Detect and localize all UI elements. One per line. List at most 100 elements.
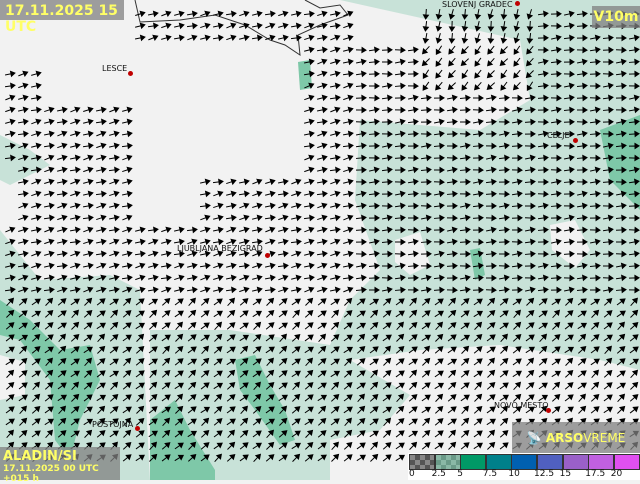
wind-arrow — [83, 322, 93, 330]
wind-arrow — [603, 406, 613, 414]
wind-arrow — [252, 370, 262, 378]
wind-arrow — [316, 46, 328, 54]
wind-arrow — [368, 154, 380, 162]
wind-arrow — [394, 274, 406, 282]
wind-arrow — [369, 82, 380, 90]
wind-arrow — [474, 33, 482, 44]
wind-arrow — [472, 238, 484, 246]
wind-arrow — [226, 34, 237, 42]
wind-arrow — [122, 286, 133, 293]
wind-arrow — [382, 310, 392, 318]
wind-arrow — [343, 322, 353, 330]
wind-arrow — [537, 238, 549, 246]
wind-arrow — [525, 154, 536, 162]
wind-arrow — [304, 34, 315, 42]
wind-arrow — [213, 298, 223, 306]
wind-arrow — [420, 250, 432, 258]
wind-arrow — [344, 357, 353, 366]
wind-arrow — [134, 250, 146, 258]
wind-arrow — [537, 34, 549, 42]
wind-arrow — [591, 321, 600, 330]
wind-arrow — [576, 10, 588, 18]
wind-arrow — [57, 130, 68, 137]
wind-arrow — [356, 262, 367, 270]
wind-arrow — [58, 345, 67, 354]
legend-swatch — [588, 454, 615, 470]
wind-arrow — [537, 142, 549, 150]
wind-arrow — [472, 166, 484, 174]
wind-arrow — [498, 106, 510, 114]
wind-arrow — [213, 418, 223, 426]
wind-arrow — [45, 297, 54, 306]
wind-arrow — [550, 70, 562, 78]
wind-arrow — [500, 8, 508, 20]
legend-label: 10 — [508, 469, 520, 479]
wind-arrow — [472, 154, 484, 162]
wind-arrow — [500, 69, 508, 79]
wind-arrow — [95, 190, 107, 198]
wind-arrow — [355, 178, 367, 186]
wind-arrow — [4, 70, 16, 78]
model-run: 17.11.2025 00 UTC +015 h — [3, 464, 99, 484]
wind-arrow — [395, 382, 405, 390]
wind-arrow — [109, 214, 120, 222]
wind-arrow — [446, 274, 458, 282]
wind-arrow — [368, 178, 380, 186]
wind-arrow — [628, 262, 640, 270]
wind-arrow — [83, 334, 93, 342]
wind-arrow — [330, 142, 341, 150]
wind-arrow — [239, 430, 249, 438]
wind-arrow — [252, 190, 263, 198]
wind-arrow — [602, 82, 614, 90]
wind-arrow — [304, 118, 315, 126]
wind-arrow — [70, 202, 81, 210]
wind-arrow — [603, 214, 614, 222]
wind-arrow — [18, 334, 29, 342]
wind-arrow — [408, 322, 418, 330]
wind-arrow — [108, 154, 120, 162]
wind-arrow — [149, 441, 158, 450]
wind-arrow — [459, 142, 471, 150]
wind-arrow — [305, 297, 314, 306]
wind-arrow — [70, 286, 81, 294]
wind-arrow — [32, 381, 40, 391]
wind-arrow — [279, 345, 288, 354]
wind-arrow — [57, 154, 68, 162]
wind-arrow — [368, 118, 380, 126]
wind-arrow — [407, 286, 419, 294]
wind-arrow — [460, 202, 471, 210]
wind-arrow — [70, 214, 81, 222]
wind-arrow — [394, 46, 406, 54]
wind-arrow — [343, 34, 354, 42]
wind-arrow — [253, 453, 262, 462]
wind-arrow — [370, 453, 379, 462]
wind-arrow — [500, 405, 509, 414]
wind-arrow — [187, 334, 197, 342]
wind-arrow — [422, 345, 431, 354]
wind-arrow — [446, 106, 458, 114]
wind-arrow — [17, 190, 29, 198]
wind-arrow — [136, 393, 144, 403]
wind-arrow — [498, 238, 510, 246]
wind-arrow — [96, 238, 107, 246]
wind-arrow — [266, 369, 275, 378]
wind-arrow — [58, 417, 67, 426]
wind-arrow — [82, 130, 94, 138]
wind-arrow — [331, 393, 340, 402]
wind-arrow — [629, 406, 639, 414]
wind-arrow — [56, 118, 68, 126]
wind-arrow — [355, 202, 367, 210]
wind-arrow — [552, 393, 561, 402]
wind-arrow — [31, 310, 42, 318]
wind-arrow — [420, 166, 432, 174]
wind-arrow — [615, 202, 627, 210]
wind-arrow — [330, 334, 340, 342]
wind-arrow — [563, 190, 575, 198]
wind-arrow — [486, 154, 497, 162]
wind-arrow — [590, 166, 601, 174]
wind-arrow — [304, 178, 315, 186]
wind-arrow — [434, 418, 444, 426]
wind-arrow — [628, 190, 640, 198]
wind-arrow — [213, 442, 223, 450]
wind-arrow — [174, 358, 184, 366]
